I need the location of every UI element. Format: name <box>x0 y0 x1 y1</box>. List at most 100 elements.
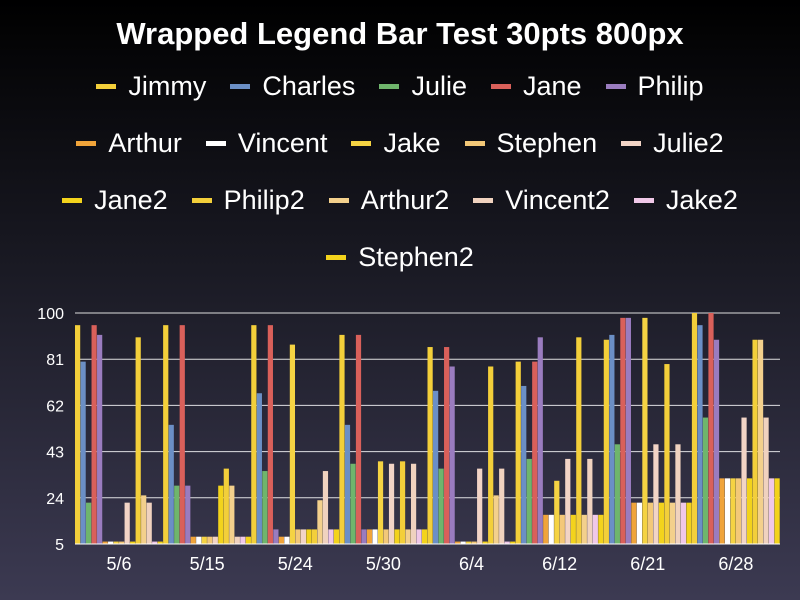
bar <box>702 417 709 544</box>
bar <box>256 393 262 544</box>
bar <box>581 514 587 544</box>
bar <box>152 541 158 544</box>
bar <box>421 529 428 544</box>
bar <box>190 536 196 544</box>
bar <box>410 463 417 544</box>
bar <box>466 541 472 544</box>
x-tick-label: 6/12 <box>542 554 577 574</box>
bar <box>438 468 444 544</box>
bar <box>295 529 301 544</box>
bar <box>757 339 764 544</box>
bar <box>344 424 351 544</box>
bar <box>537 337 543 544</box>
legend-label: Arthur2 <box>360 185 450 215</box>
bar <box>267 325 273 544</box>
legend-label: Julie2 <box>653 128 724 158</box>
x-tick-label: 6/28 <box>718 554 753 574</box>
bar <box>603 339 609 544</box>
bar <box>433 390 439 544</box>
legend-item: Julie2 <box>621 115 724 172</box>
legend-item: Philip2 <box>191 172 305 229</box>
bar <box>113 541 119 544</box>
bar <box>471 541 477 544</box>
bar <box>526 458 532 544</box>
legend-label: Jake <box>383 128 441 158</box>
bar <box>697 325 703 544</box>
legend-label: Stephen <box>496 128 598 158</box>
bar <box>163 325 169 544</box>
bar <box>86 502 92 544</box>
bar <box>273 529 279 544</box>
bar <box>251 325 257 544</box>
bar <box>174 485 180 544</box>
legend-item: Arthur2 <box>328 172 450 229</box>
bar <box>317 500 323 544</box>
legend-swatch <box>351 141 372 146</box>
bar <box>91 325 97 544</box>
legend-swatch <box>191 198 212 203</box>
y-tick-label: 43 <box>46 445 64 462</box>
bar <box>477 468 483 544</box>
bar <box>642 317 648 544</box>
bar <box>416 529 422 544</box>
legend-swatch <box>96 84 117 89</box>
bar <box>223 468 229 544</box>
bar <box>768 478 775 544</box>
bar <box>664 364 670 544</box>
bar <box>201 536 207 544</box>
bar <box>559 514 565 544</box>
bar <box>686 502 692 544</box>
bar <box>669 502 676 544</box>
y-tick-label: 24 <box>46 491 64 508</box>
bar <box>108 541 114 544</box>
legend-label: Jimmy <box>128 71 207 101</box>
bar <box>774 478 780 544</box>
legend-label: Jake2 <box>665 185 738 215</box>
bar <box>455 541 461 544</box>
legend-swatch <box>328 198 349 203</box>
bar <box>449 366 455 544</box>
legend-swatch <box>62 198 83 203</box>
bar <box>565 458 571 544</box>
legend-swatch <box>464 141 485 146</box>
bar <box>554 480 560 544</box>
bar <box>289 344 296 544</box>
bar <box>240 536 246 544</box>
legend-label: Stephen2 <box>358 242 474 272</box>
legend-item: Stephen <box>464 115 598 172</box>
bar <box>614 444 620 544</box>
bar <box>218 485 224 544</box>
legend-swatch <box>230 84 251 89</box>
bar <box>746 478 753 544</box>
legend-label: Julie <box>411 71 467 101</box>
bar <box>691 313 698 544</box>
bar <box>675 444 681 544</box>
legend-item: Jane2 <box>62 172 168 229</box>
bar <box>636 502 643 544</box>
bar <box>647 502 654 544</box>
bar <box>741 417 747 544</box>
legend-item: Jake2 <box>633 172 738 229</box>
bar <box>460 541 466 544</box>
bar <box>229 485 235 544</box>
legend-item: Jake <box>351 115 441 172</box>
legend-swatch <box>76 141 97 146</box>
legend-item: Arthur <box>76 115 182 172</box>
bar <box>377 461 384 544</box>
bar <box>543 514 549 544</box>
y-tick-label: 62 <box>46 398 64 415</box>
bar <box>278 536 284 544</box>
bar <box>631 502 637 544</box>
legend-swatch <box>605 84 626 89</box>
legend-item: Jane <box>490 58 582 115</box>
legend-swatch <box>490 84 511 89</box>
bar <box>284 536 290 544</box>
bar <box>355 334 362 544</box>
bar <box>499 468 505 544</box>
bar <box>576 337 582 544</box>
legend-swatch <box>633 198 654 203</box>
bar <box>168 424 174 544</box>
bar <box>752 339 758 544</box>
bar <box>300 529 307 544</box>
